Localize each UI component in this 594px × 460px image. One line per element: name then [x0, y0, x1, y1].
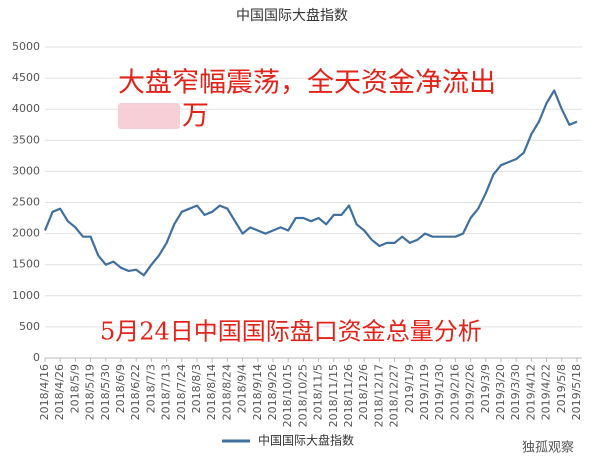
x-tick-label: 2018/8/3: [190, 364, 203, 413]
x-tick-label: 2018/10/15: [281, 364, 294, 427]
x-tick-label: 2019/1/19: [418, 364, 431, 420]
x-tick-label: 2018/12/17: [372, 364, 385, 427]
y-tick-label: 5000: [12, 40, 40, 53]
x-tick-label: 2018/11/5: [312, 364, 325, 420]
x-tick-label: 2018/12/6: [357, 364, 370, 420]
y-tick-label: 1500: [12, 258, 40, 271]
y-tick-label: 1000: [12, 289, 40, 302]
x-tick-label: 2019/1/30: [433, 364, 446, 420]
x-tick-label: 2018/11/15: [327, 364, 340, 427]
x-tick-label: 2018/4/16: [38, 364, 51, 420]
x-tick-label: 2019/5/8: [555, 364, 568, 413]
y-tick-label: 3500: [12, 133, 40, 146]
x-tick-label: 2018/8/14: [205, 364, 218, 420]
x-tick-label: 2018/12/27: [388, 364, 401, 427]
y-tick-label: 500: [19, 320, 40, 333]
x-tick-label: 2018/6/22: [129, 364, 142, 420]
x-tick-label: 2019/3/9: [479, 364, 492, 413]
y-tick-label: 4000: [12, 102, 40, 115]
x-tick-label: 2018/6/9: [114, 364, 127, 413]
y-tick-label: 3000: [12, 164, 40, 177]
x-tick-label: 2018/9/26: [266, 364, 279, 420]
y-tick-label: 0: [33, 351, 40, 364]
x-tick-label: 2018/5/9: [68, 364, 81, 413]
legend-label: 中国国际大盘指数: [258, 433, 354, 448]
x-tick-label: 2018/10/25: [296, 364, 309, 427]
x-tick-label: 2018/7/13: [160, 364, 173, 420]
line: [43, 89, 578, 277]
x-tick-label: 2018/9/14: [251, 364, 264, 420]
x-tick-label: 2019/2/26: [464, 364, 477, 420]
x-tick-label: 2018/4/26: [53, 364, 66, 420]
y-tick-label: 2500: [12, 196, 40, 209]
x-tick-label: 2018/5/30: [99, 364, 112, 420]
chart-title: 中国国际大盘指数: [236, 7, 348, 24]
x-tick-label: 2019/3/20: [494, 364, 507, 420]
x-tick-label: 2019/4/12: [524, 364, 537, 420]
watermark: 独孤观察: [522, 441, 574, 456]
x-tick-label: 2018/7/24: [175, 364, 188, 420]
x-tick-label: 2019/4/22: [540, 364, 553, 420]
x-tick-label: 2018/8/24: [220, 364, 233, 420]
x-tick-label: 2019/5/18: [570, 364, 583, 420]
annotation: 大盘窄幅震荡，全天资金净流出: [118, 68, 496, 99]
blur-box: [118, 103, 180, 129]
annotation: 5月24日中国国际盘口资金总量分析: [100, 318, 482, 346]
x-tick-label: 2018/9/4: [236, 364, 249, 413]
x-tick-label: 2019/1/9: [403, 364, 416, 413]
x-tick-label: 2019/3/30: [509, 364, 522, 420]
y-tick-label: 2000: [12, 227, 40, 240]
x-tick-label: 2018/5/19: [84, 364, 97, 420]
x-tick-label: 2018/7/3: [144, 364, 157, 413]
annotation: 万: [182, 101, 209, 132]
x-tick-label: 2019/2/16: [448, 364, 461, 420]
y-tick-label: 4500: [12, 71, 40, 84]
x-tick-label: 2018/11/26: [342, 364, 355, 427]
